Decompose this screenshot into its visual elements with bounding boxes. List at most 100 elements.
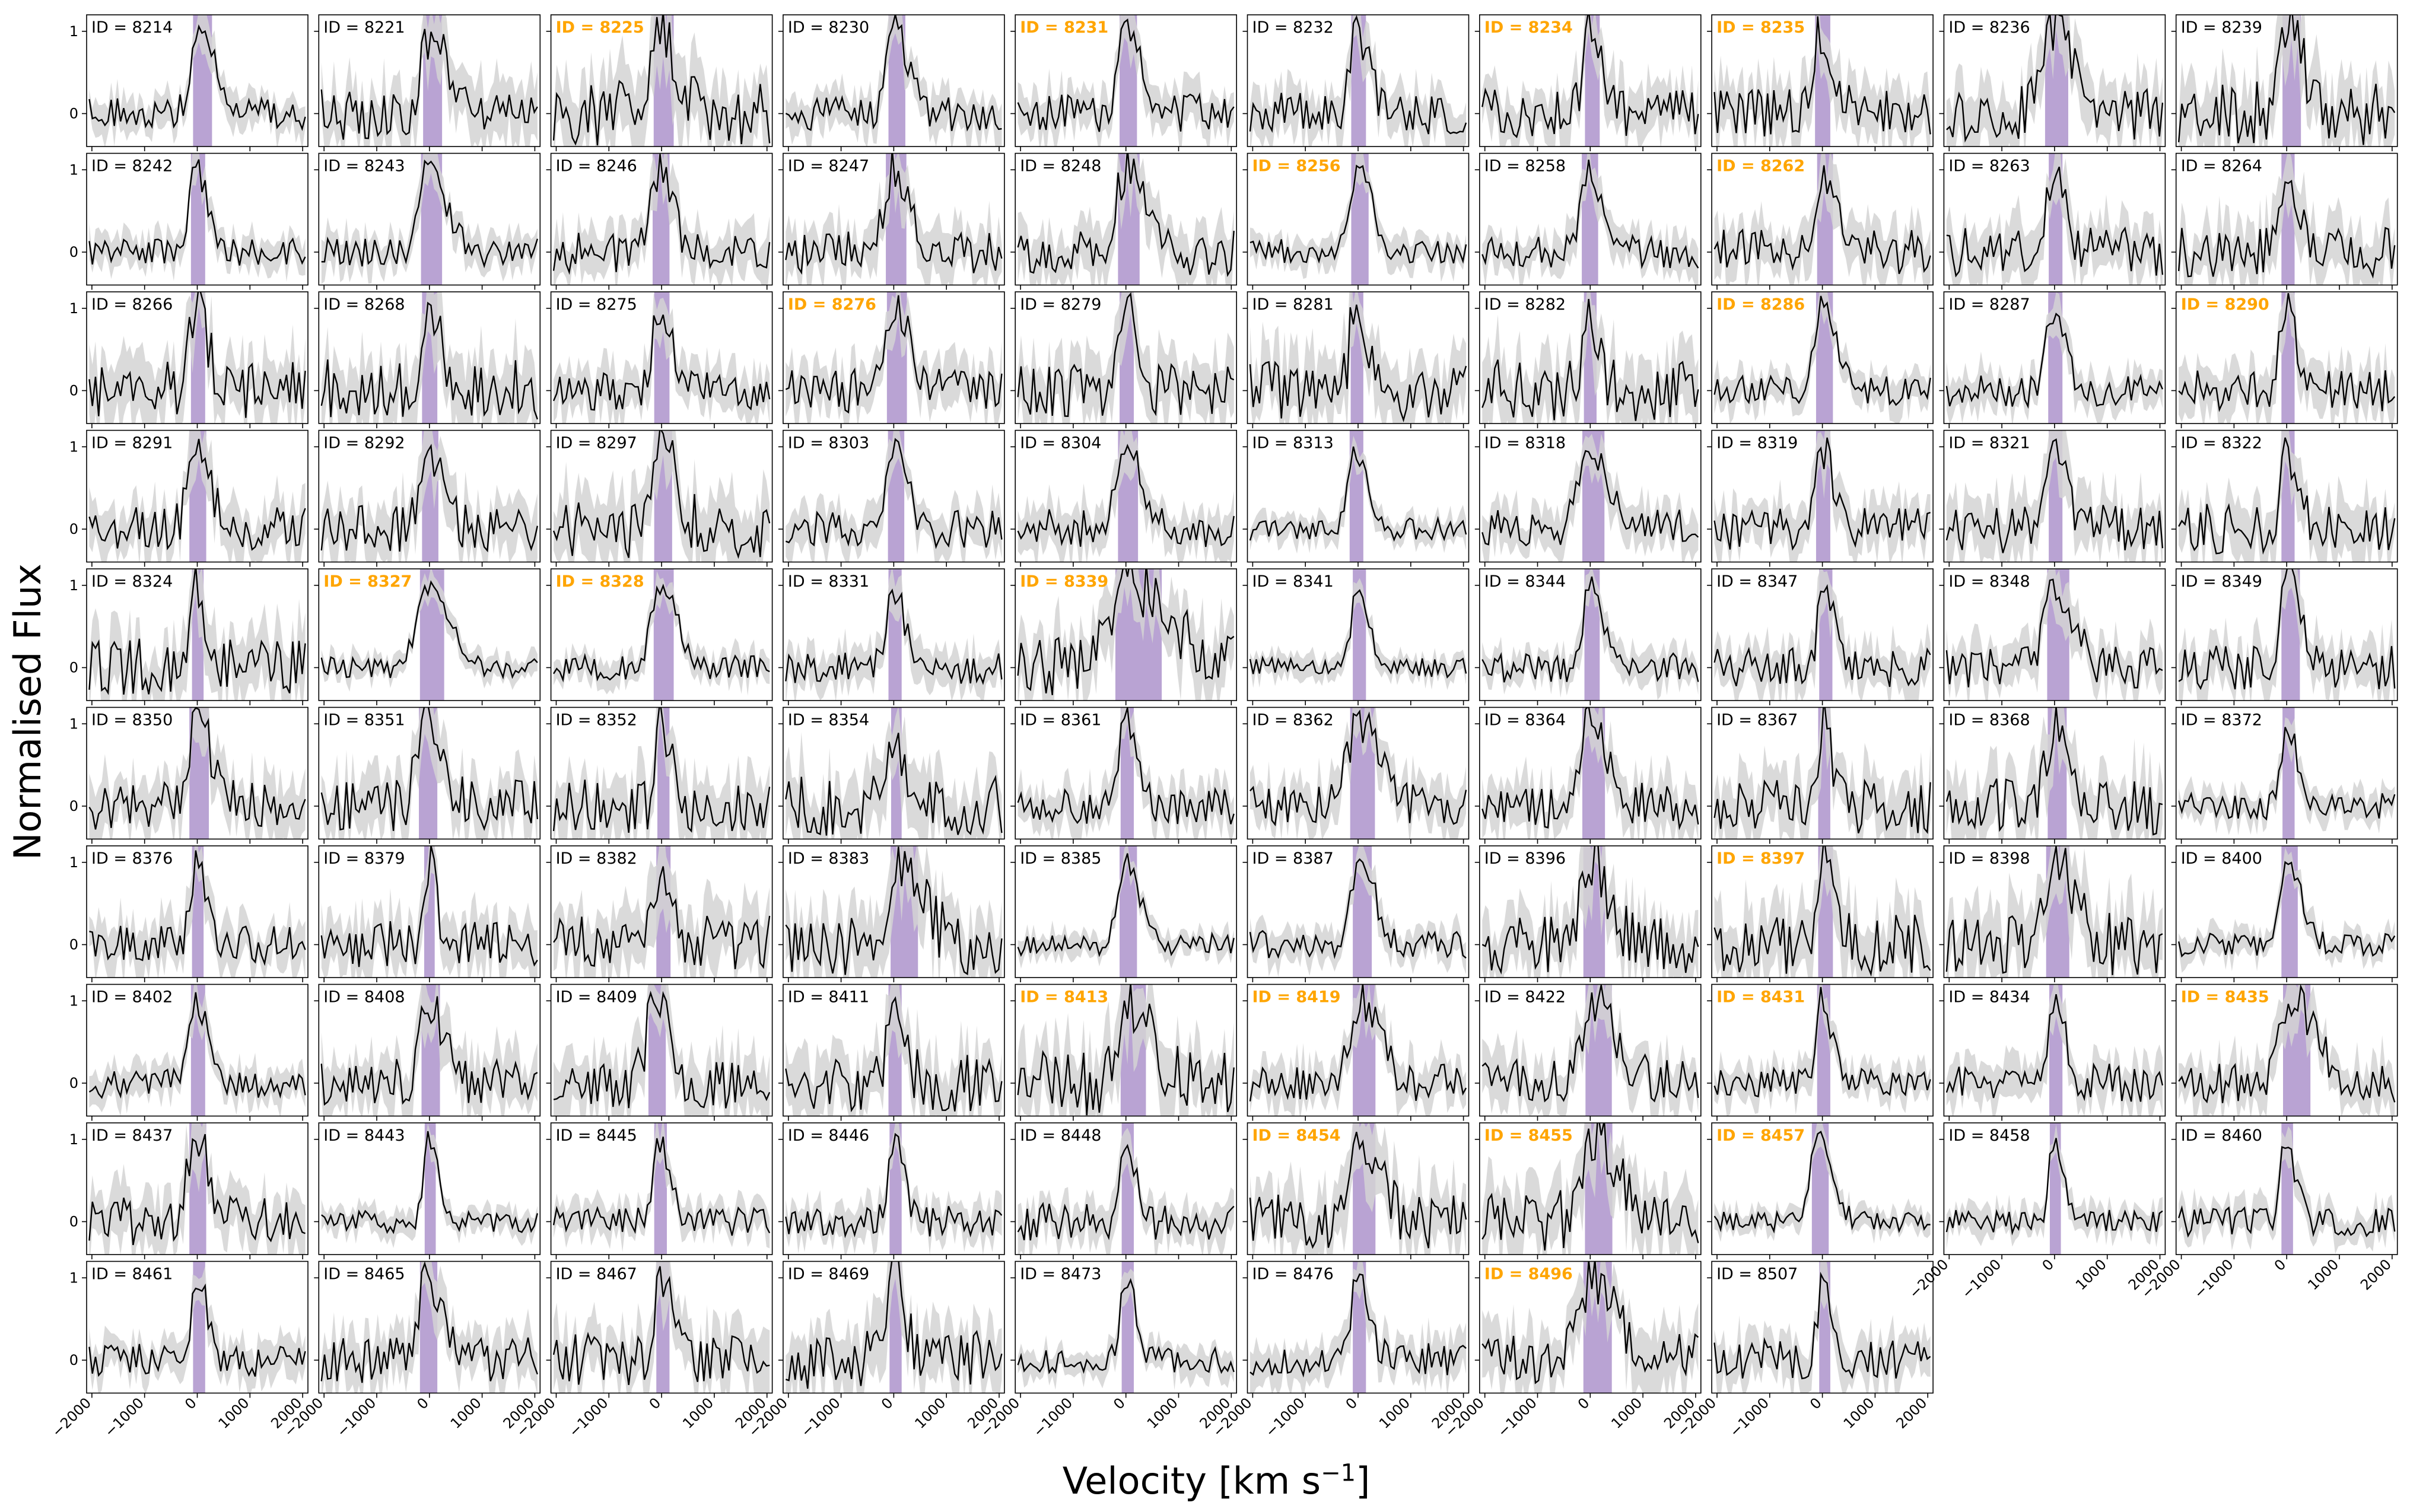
error-band [554,571,770,696]
panel: ID = 8396 [1474,845,1702,982]
spectrum-line [320,580,538,680]
error-band [2179,1126,2395,1255]
spectrum-line [785,733,1003,836]
error-band [1249,153,1467,282]
x-tick-label: −1000 [1958,1256,2004,1301]
error-band [786,569,1002,701]
panel: ID = 8443 [314,1122,541,1259]
spectrum-line [785,996,1003,1113]
panel: 0 1 ID = 8242 [69,152,309,290]
panel-plot-area [1017,153,1235,285]
panel-id-label: ID = 8467 [556,1265,637,1284]
panel-plot-area [320,430,539,562]
panel-plot-area [2178,430,2396,562]
error-band [1714,15,1931,147]
error-band [554,707,770,839]
spectrum-line [1713,986,1931,1098]
panel: ID = 8328 [546,568,773,705]
error-band [1482,846,1699,978]
error-band [2179,847,2395,973]
panel: ID = 8372 [2171,706,2398,844]
error-band [321,292,538,424]
spectrum-line [785,1132,1003,1239]
panel: 0 1 ID = 8324 [69,568,309,705]
panel-id-label: ID = 8276 [788,295,876,314]
panel: ID = 8339 [1010,568,1237,705]
error-band [1714,846,1931,978]
panel-id-label: ID = 8435 [2181,988,2269,1007]
error-band [89,984,306,1116]
panel-plot-area [552,1261,770,1393]
panel: ID = 8354 [778,706,1005,844]
error-band [1249,435,1467,554]
error-band [786,15,1002,147]
x-tick-label: −1000 [101,1395,147,1440]
panel-id-label: ID = 8230 [788,18,869,37]
error-band [1249,707,1467,839]
y-tick-label: 0 [69,521,78,537]
panel-plot-area [1945,1123,2163,1255]
spectrum-line [320,1261,538,1383]
spectrum-line [2178,293,2396,412]
panel-id-label: ID = 8398 [1948,849,2030,868]
spectrum-line [1713,437,1931,551]
panel-id-label: ID = 8454 [1252,1126,1341,1145]
panel-id-label: ID = 8379 [323,849,405,868]
y-axis-label: Normalised Flux [6,564,49,896]
panel: 0 1 ID = 8402 [69,983,309,1121]
panel: ID = 8431 [1707,983,1934,1121]
panel-id-label: ID = 8455 [1484,1126,1573,1145]
panel-id-label: ID = 8431 [1716,988,1805,1007]
y-tick-label: 0 [69,106,78,122]
panel-id-label: ID = 8400 [2181,849,2262,868]
panel-plot-area [88,984,306,1116]
panel-plot-area [1017,292,1235,424]
panel-id-label: ID = 8266 [91,295,173,314]
spectrum-line [1945,994,2164,1102]
panel: ID = 8457 [1707,1122,1934,1259]
spectrum-line [553,583,770,683]
panel-plot-area [1481,292,1699,424]
spectrum-line [1017,984,1235,1116]
panel-plot-area [1713,1261,1931,1393]
panel-id-label: ID = 8248 [1020,157,1101,176]
y-tick-label: 1 [69,1269,78,1286]
error-band [2179,430,2395,562]
panel-id-label: ID = 8268 [323,295,405,314]
panel-plot-area [1713,1123,1931,1255]
panel-plot-area [1481,430,1699,562]
panel: ID = 8287 [1939,291,2166,428]
panel-plot-area [320,846,538,978]
panel-id-label: ID = 8327 [323,572,412,591]
error-band [1018,153,1234,285]
spectrum-line [1249,164,1467,265]
panel-plot-area [1945,846,2163,978]
error-band [786,153,1002,285]
panel-plot-area [1249,707,1467,839]
panel-plot-area [1481,1261,1699,1393]
error-band [1018,1128,1234,1255]
panel-id-label: ID = 8242 [91,157,173,176]
spectrum-line [1249,446,1467,542]
spectrum-line [88,707,306,830]
panel: ID = 8409 [546,983,773,1121]
panel-plot-area [88,569,306,701]
spectrum-line [552,314,771,411]
panel: 0 1 ID = 8376 [69,845,309,982]
spectrum-line [1713,846,1931,977]
panel-plot-area [320,569,538,701]
spectrum-line [89,850,306,966]
panel: ID = 8239 [2171,14,2398,151]
panel: ID = 8286 [1707,291,1934,428]
error-band [554,1261,770,1393]
y-tick-label: 0 [69,244,78,260]
panel: ID = 8434 [1939,983,2166,1121]
error-band [321,707,538,839]
error-band [321,153,538,285]
error-band [89,292,306,424]
panel-plot-area [1249,1261,1467,1393]
spectrum-line [785,1261,1003,1389]
